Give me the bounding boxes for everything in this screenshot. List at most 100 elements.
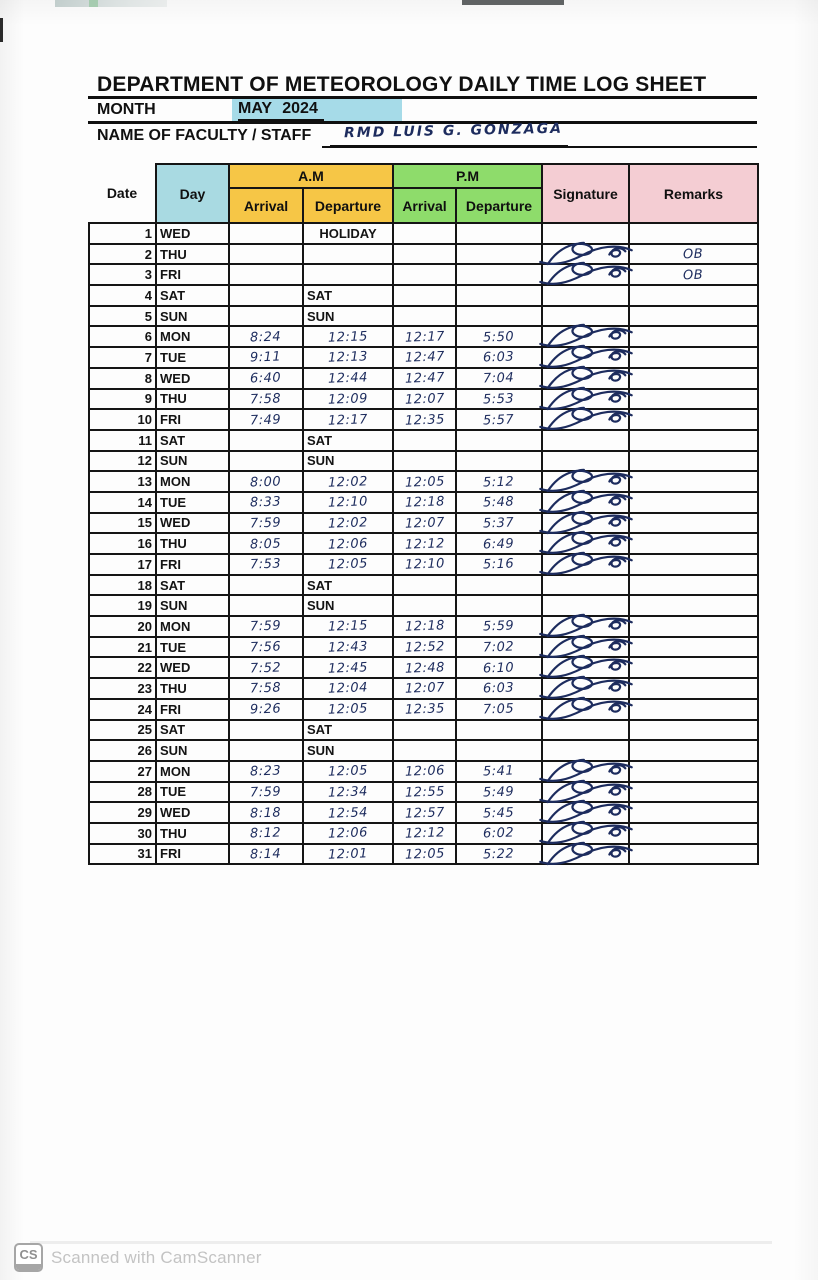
am-arrival-cell: 6:40 (228, 366, 304, 390)
am-arrival-cell: 8:12 (228, 821, 304, 845)
pm-departure-cell: 5:50 (455, 325, 543, 349)
document-title: DEPARTMENT OF METEOROLOGY DAILY TIME LOG… (97, 73, 707, 96)
remarks-cell (628, 801, 759, 824)
day-cell: FRI (155, 553, 230, 576)
am-departure-cell: 12:43 (302, 635, 394, 659)
pm-departure-cell: 6:03 (455, 346, 543, 369)
handwritten-entry: 12:05 (327, 763, 369, 780)
handwritten-entry: 12:15 (327, 329, 369, 346)
handwritten-entry: 5:12 (483, 474, 515, 491)
day-cell: MON (155, 470, 230, 493)
header-date: Date (106, 185, 138, 201)
am-departure-cell: SAT (302, 573, 394, 597)
day-cell: THU (155, 532, 230, 555)
am-arrival-cell: 7:59 (228, 780, 304, 804)
remarks-cell (628, 594, 759, 618)
am-arrival-cell: 7:56 (228, 635, 304, 659)
day-cell: WED (155, 801, 230, 824)
date-cell: 17 (88, 553, 157, 576)
log-row: 6 MON 8:24 12:15 12:17 5:50 (88, 324, 759, 349)
date-cell: 16 (88, 532, 157, 555)
handwritten-entry: 7:53 (250, 556, 282, 573)
pm-arrival-cell: 12:18 (392, 490, 457, 514)
remarks-cell (628, 304, 759, 328)
signature-cell (539, 406, 633, 431)
am-arrival-cell: 8:23 (228, 759, 304, 783)
pm-departure-cell: 5:49 (455, 780, 543, 804)
am-arrival-cell: 7:58 (228, 677, 304, 700)
handwritten-entry: 5:22 (483, 846, 515, 863)
pm-arrival-cell: 12:52 (392, 635, 457, 659)
am-arrival-cell (228, 304, 304, 328)
pm-arrival-cell (392, 284, 457, 307)
am-arrival-cell: 7:53 (228, 553, 304, 576)
pm-arrival-cell (392, 449, 457, 473)
signature-cell (539, 675, 633, 700)
signature-cell (541, 222, 630, 245)
day-cell: SAT (155, 428, 230, 452)
date-cell: 28 (88, 780, 157, 804)
handwritten-entry: 7:59 (250, 515, 282, 532)
pm-departure-cell (455, 242, 543, 266)
date-cell: 31 (88, 842, 157, 866)
month-row-rule (88, 121, 757, 124)
remarks-cell (628, 325, 759, 349)
handwritten-entry: 8:33 (250, 494, 282, 511)
day-cell: TUE (155, 490, 230, 514)
am-departure-cell: SUN (302, 739, 394, 762)
remarks-cell (628, 408, 759, 431)
log-row: 21 TUE 7:56 12:43 12:52 7:02 (88, 634, 759, 659)
signature-cell (541, 718, 630, 742)
handwritten-entry: 7:02 (483, 639, 515, 656)
pm-arrival-cell (392, 573, 457, 597)
signature-cell (539, 613, 633, 638)
pm-departure-cell: 7:04 (455, 366, 543, 390)
header-am-arrival: Arrival (228, 187, 304, 224)
date-cell: 11 (88, 428, 157, 452)
handwritten-entry: 8:12 (250, 825, 282, 842)
log-row: 29 WED 8:18 12:54 12:57 5:45 (88, 799, 759, 824)
pm-arrival-cell: 12:12 (392, 532, 457, 555)
header-pm-arrival: Arrival (392, 187, 457, 224)
handwritten-entry: 6:40 (250, 370, 282, 387)
handwritten-entry: 12:44 (327, 370, 369, 387)
day-cell: WED (155, 366, 230, 390)
log-row: 12 SUN SUN (88, 449, 759, 473)
pm-arrival-cell: 12:05 (392, 470, 457, 493)
date-cell: 1 (88, 222, 157, 245)
handwritten-entry: 6:02 (483, 825, 515, 842)
header-remarks: Remarks (628, 163, 759, 224)
date-cell: 15 (88, 511, 157, 535)
handwritten-entry: 12:35 (404, 411, 445, 429)
pm-arrival-cell (392, 594, 457, 618)
am-arrival-cell: 8:24 (228, 325, 304, 349)
pm-arrival-cell (392, 304, 457, 328)
day-cell: SUN (155, 449, 230, 473)
signature-cell (541, 739, 630, 762)
handwritten-entry: 12:05 (404, 473, 445, 491)
pm-arrival-cell: 12:07 (392, 511, 457, 535)
log-row: 22 WED 7:52 12:45 12:48 6:10 (88, 655, 759, 680)
pm-departure-cell: 6:03 (455, 677, 543, 700)
handwritten-entry: 12:05 (404, 846, 445, 863)
signature-cell (539, 262, 633, 287)
log-row: 28 TUE 7:59 12:34 12:55 5:49 (88, 779, 759, 804)
handwritten-entry: 12:57 (404, 804, 445, 822)
am-departure-cell: 12:44 (302, 366, 394, 390)
header-am: A.M (228, 163, 394, 189)
pm-departure-cell (455, 284, 543, 307)
pm-departure-cell: 5:12 (455, 470, 543, 493)
remarks-cell (628, 470, 759, 493)
signature-scribble-icon (539, 841, 633, 865)
log-row: 14 TUE 8:33 12:10 12:18 5:48 (88, 489, 759, 514)
handwritten-entry: 7:59 (250, 618, 282, 635)
remarks-cell (628, 718, 759, 742)
header-signature: Signature (541, 163, 630, 224)
am-departure-cell: 12:01 (302, 842, 394, 866)
handwritten-entry: 12:02 (327, 515, 369, 532)
remarks-cell (628, 842, 759, 866)
log-row: 9 THU 7:58 12:09 12:07 5:53 (88, 386, 759, 411)
header-pm-departure: Departure (455, 187, 543, 224)
remarks-cell (628, 656, 759, 680)
header-pm: P.M (392, 163, 543, 189)
